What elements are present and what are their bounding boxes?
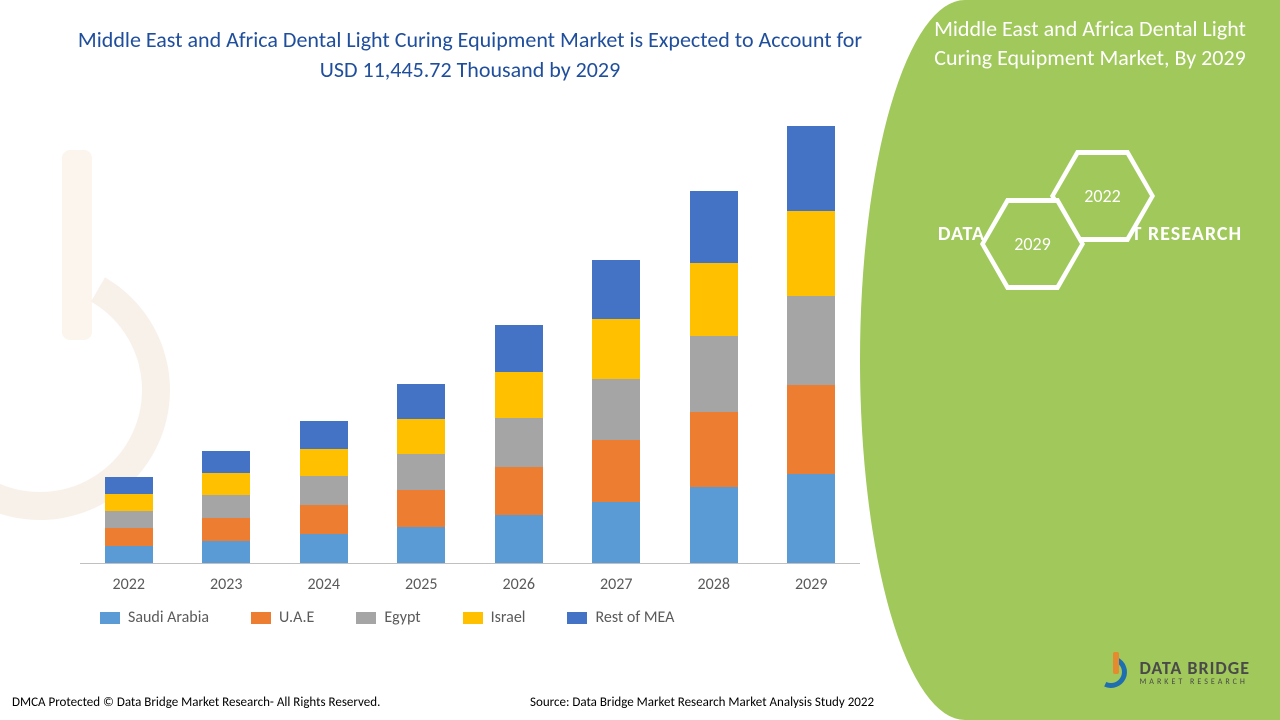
bar-segment bbox=[300, 421, 348, 449]
bar-segment bbox=[690, 191, 738, 264]
bar-2024 bbox=[300, 421, 348, 564]
chart-title: Middle East and Africa Dental Light Curi… bbox=[60, 25, 880, 84]
bar-segment bbox=[202, 518, 250, 541]
x-tick-label: 2025 bbox=[397, 575, 445, 594]
bar-segment bbox=[592, 502, 640, 564]
bar-segment bbox=[397, 490, 445, 527]
footer-source: Source: Data Bridge Market Research Mark… bbox=[530, 695, 874, 710]
legend-label: Saudi Arabia bbox=[128, 608, 209, 627]
legend-item: Saudi Arabia bbox=[100, 608, 209, 627]
bar-segment bbox=[397, 419, 445, 454]
bar-segment bbox=[690, 412, 738, 488]
x-tick-label: 2022 bbox=[105, 575, 153, 594]
legend-label: Israel bbox=[491, 608, 526, 627]
bar-segment bbox=[690, 336, 738, 412]
x-tick-label: 2023 bbox=[202, 575, 250, 594]
bar-segment bbox=[690, 263, 738, 336]
bar-segment bbox=[202, 495, 250, 518]
bar-segment bbox=[495, 515, 543, 564]
bar-segment bbox=[105, 477, 153, 494]
bar-segment bbox=[787, 211, 835, 296]
right-panel-title: Middle East and Africa Dental Light Curi… bbox=[920, 15, 1260, 72]
bar-segment bbox=[690, 487, 738, 564]
bar-2022 bbox=[105, 477, 153, 564]
logo-name: DATA BRIDGE bbox=[1139, 659, 1250, 677]
hexagon-label: 2022 bbox=[1084, 185, 1121, 207]
bar-segment bbox=[397, 454, 445, 491]
bar-segment bbox=[397, 527, 445, 564]
bar-2026 bbox=[495, 325, 543, 564]
legend: Saudi Arabia U.A.E Egypt Israel Rest of MEA bbox=[100, 608, 674, 627]
hexagon-label: 2029 bbox=[1014, 233, 1051, 255]
bar-segment bbox=[495, 372, 543, 419]
bar-segment bbox=[592, 260, 640, 319]
bar-segment bbox=[592, 440, 640, 502]
legend-item: U.A.E bbox=[251, 608, 314, 627]
bars-group bbox=[80, 124, 860, 564]
legend-swatch bbox=[356, 612, 376, 624]
logo-text-wrap: DATA BRIDGE MARKET RESEARCH bbox=[1139, 659, 1250, 687]
bar-segment bbox=[105, 546, 153, 564]
legend-item: Israel bbox=[463, 608, 526, 627]
bar-segment bbox=[787, 296, 835, 385]
bar-segment bbox=[592, 319, 640, 378]
bar-segment bbox=[202, 451, 250, 473]
x-axis-labels: 2022 2023 2024 2025 2026 2027 2028 2029 bbox=[80, 575, 860, 594]
bar-segment bbox=[300, 505, 348, 534]
chart-plot: 2022 2023 2024 2025 2026 2027 2028 2029 bbox=[80, 124, 860, 594]
x-tick-label: 2026 bbox=[495, 575, 543, 594]
bar-segment bbox=[105, 511, 153, 529]
bar-2023 bbox=[202, 451, 250, 565]
logo: DATA BRIDGE MARKET RESEARCH bbox=[1095, 656, 1250, 690]
logo-subtitle: MARKET RESEARCH bbox=[1139, 677, 1250, 687]
bar-segment bbox=[787, 385, 835, 474]
bar-segment bbox=[300, 449, 348, 477]
bar-segment bbox=[105, 494, 153, 511]
bar-segment bbox=[397, 384, 445, 419]
x-tick-label: 2027 bbox=[592, 575, 640, 594]
bar-segment bbox=[495, 325, 543, 372]
footer-copyright: DMCA Protected © Data Bridge Market Rese… bbox=[12, 695, 380, 710]
x-tick-label: 2024 bbox=[300, 575, 348, 594]
legend-label: Egypt bbox=[384, 608, 420, 627]
axis-baseline bbox=[80, 563, 860, 564]
bar-segment bbox=[495, 467, 543, 515]
bar-2025 bbox=[397, 384, 445, 565]
bar-segment bbox=[105, 528, 153, 546]
bar-segment bbox=[300, 476, 348, 505]
page-root: Middle East and Africa Dental Light Curi… bbox=[0, 0, 1280, 720]
bar-segment bbox=[495, 418, 543, 466]
bar-segment bbox=[787, 474, 835, 564]
right-panel: Middle East and Africa Dental Light Curi… bbox=[860, 0, 1280, 720]
bar-segment bbox=[787, 126, 835, 211]
logo-mark bbox=[1095, 656, 1129, 690]
legend-swatch bbox=[463, 612, 483, 624]
legend-swatch bbox=[100, 612, 120, 624]
bar-2028 bbox=[690, 191, 738, 565]
bar-segment bbox=[592, 379, 640, 441]
chart-container: Middle East and Africa Dental Light Curi… bbox=[60, 25, 880, 594]
bar-segment bbox=[202, 541, 250, 565]
legend-label: Rest of MEA bbox=[595, 608, 674, 627]
legend-item: Rest of MEA bbox=[567, 608, 674, 627]
legend-item: Egypt bbox=[356, 608, 420, 627]
legend-swatch bbox=[251, 612, 271, 624]
hexagon-group: 2022 2029 bbox=[960, 150, 1160, 290]
bar-segment bbox=[202, 473, 250, 495]
legend-label: U.A.E bbox=[279, 608, 314, 627]
bar-2029 bbox=[787, 126, 835, 565]
legend-swatch bbox=[567, 612, 587, 624]
x-tick-label: 2029 bbox=[787, 575, 835, 594]
bar-segment bbox=[300, 534, 348, 564]
x-tick-label: 2028 bbox=[690, 575, 738, 594]
bar-2027 bbox=[592, 260, 640, 564]
